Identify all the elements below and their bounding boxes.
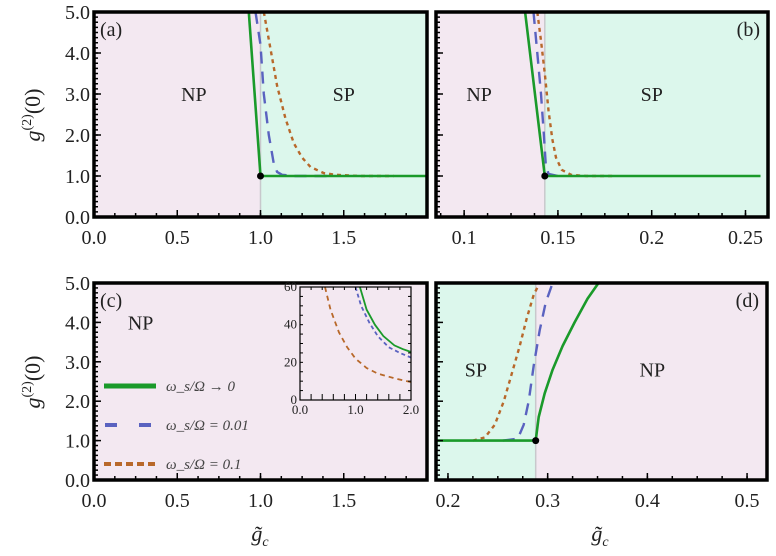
plot-frame — [92, 10, 429, 219]
y-tick-label: 1.0 — [65, 431, 90, 453]
panel-label: (b) — [737, 19, 760, 41]
critical-point-marker — [532, 437, 540, 445]
inset-x-tick-label: 0.0 — [292, 402, 308, 417]
svg-text:g(2)(0): g(2)(0) — [20, 356, 45, 409]
x-tick-label: 0.3 — [535, 490, 560, 512]
x-tick-label: 0.2 — [435, 490, 460, 512]
critical-point-marker — [257, 172, 264, 180]
x-tick-label: 0.0 — [82, 227, 107, 249]
svg-text:g̃c: g̃c — [591, 521, 609, 550]
panel-d: SP NP 0.2 0.3 0.4 0.5 (d) — [434, 281, 769, 512]
legend-label: ω_s/Ω → 0 — [166, 379, 235, 395]
legend: ω_s/Ω → 0 ω_s/Ω = 0.01 ω_s/Ω = 0.1 — [104, 379, 249, 473]
series-dashed-line — [254, 12, 328, 178]
region-sp — [544, 12, 768, 217]
y-axis-title-bottom: g(2)(0) — [20, 356, 45, 409]
inset-plot: 0 20 40 60 0.0 1.0 2.0 — [284, 279, 419, 417]
plot-frame — [92, 281, 429, 482]
x-tick-label: 0.15 — [540, 227, 575, 249]
x-tick-label: 0.5 — [165, 227, 190, 249]
x-tick-label: 0.1 — [452, 227, 477, 249]
x-tick-label: 0.25 — [728, 227, 763, 249]
inset-y-tick-label: 60 — [284, 279, 297, 294]
x-tick-label: 0.0 — [82, 490, 107, 512]
region-sp — [260, 12, 427, 217]
region-label-sp: SP — [333, 84, 355, 106]
panel-c: NP 0.0 0.5 1.0 1.5 0.0 1.0 2.0 3.0 4.0 5.0 (c) ω_s/Ω… — [65, 273, 429, 512]
y-tick-label: 1.0 — [65, 166, 90, 188]
y-tick-label: 3.0 — [65, 84, 90, 106]
region-np — [436, 12, 545, 217]
legend-label: ω_s/Ω = 0.1 — [166, 457, 241, 473]
y-tick-label: 5.0 — [65, 273, 90, 295]
x-tick-label: 0.2 — [639, 227, 664, 249]
y-axis-title-top: g(2)(0) — [20, 89, 45, 142]
x-tick-label: 1.5 — [331, 227, 356, 249]
legend-label: ω_s/Ω = 0.01 — [166, 418, 249, 434]
series-dashed-line — [502, 283, 554, 442]
plot-frame — [434, 281, 769, 482]
x-tick-label: 0.5 — [735, 490, 760, 512]
y-tick-label: 2.0 — [65, 125, 90, 147]
inset-y-tick-label: 40 — [284, 317, 297, 332]
region-label-np: NP — [640, 360, 666, 382]
series-solid-line — [436, 283, 600, 442]
inset-x-tick-label: 1.0 — [347, 402, 363, 417]
panel-b: NP SP 0.1 0.15 0.2 0.25 (b) — [434, 10, 770, 249]
y-tick-label: 0.0 — [65, 470, 90, 492]
panel-label: (c) — [100, 290, 122, 312]
inset-x-tick-label: 2.0 — [403, 402, 419, 417]
y-tick-label: 4.0 — [65, 43, 90, 65]
region-sp — [436, 283, 536, 480]
x-axis-title-c: g̃c — [251, 521, 269, 550]
inset-series-solid-line — [359, 287, 411, 353]
inset-y-tick-label: 0 — [291, 392, 298, 407]
y-tick-label: 0.0 — [65, 207, 90, 229]
x-tick-label: 1.0 — [248, 490, 273, 512]
panel-label: (a) — [100, 19, 122, 41]
series-dashed-line — [532, 12, 559, 178]
svg-text:g(2)(0): g(2)(0) — [20, 89, 45, 142]
y-tick-label: 3.0 — [65, 352, 90, 374]
critical-point-marker — [541, 172, 549, 180]
region-np — [94, 283, 427, 480]
y-tick-label: 2.0 — [65, 391, 90, 413]
x-tick-label: 0.5 — [165, 490, 190, 512]
y-tick-label: 4.0 — [65, 312, 90, 334]
x-axis-title-d: g̃c — [591, 521, 609, 550]
svg-text:g̃c: g̃c — [251, 521, 269, 550]
plot-frame — [434, 10, 770, 219]
region-label-np: NP — [128, 312, 154, 334]
region-np — [94, 12, 261, 217]
panel-label: (d) — [736, 290, 759, 312]
region-label-np: NP — [466, 84, 492, 106]
panel-a: NP SP 0.0 0.5 1.0 1.5 0.0 1.0 2.0 3.0 4.0 5.0 (a) — [65, 2, 429, 249]
region-np — [535, 283, 767, 480]
region-label-sp: SP — [465, 360, 487, 382]
y-tick-label: 5.0 — [65, 2, 90, 24]
x-tick-label: 1.0 — [248, 227, 273, 249]
region-label-sp: SP — [641, 84, 663, 106]
inset-frame — [299, 286, 412, 401]
x-tick-label: 1.5 — [331, 490, 356, 512]
inset-y-tick-label: 20 — [284, 354, 297, 369]
inset-series-dashed-orange-line — [324, 287, 411, 383]
x-tick-label: 0.4 — [635, 490, 660, 512]
series-dotted-line — [472, 283, 541, 442]
region-label-np: NP — [181, 84, 207, 106]
